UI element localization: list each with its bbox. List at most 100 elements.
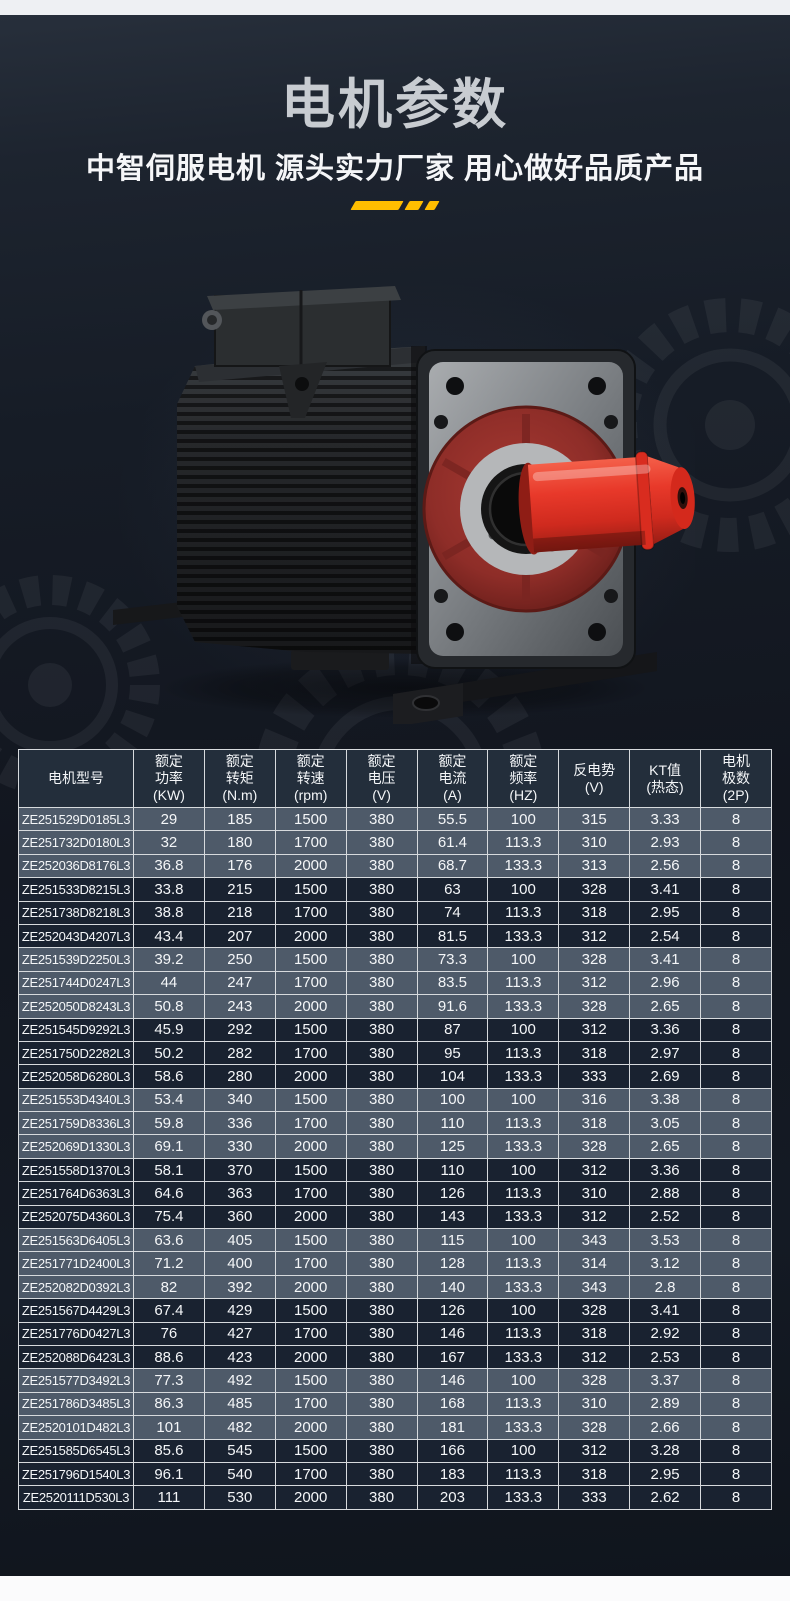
value-cell: 1700 (274, 1251, 347, 1276)
model-cell: ZE251744D0247L3 (18, 970, 134, 996)
model-cell: ZE251776D0427L3 (18, 1321, 134, 1346)
model-cell: ZE252075D4360L3 (18, 1204, 134, 1230)
value-cell: 328 (558, 1298, 631, 1323)
value-cell: 1700 (274, 1040, 347, 1066)
value-cell: 8 (700, 923, 772, 949)
value-cell: 3.37 (629, 1368, 701, 1393)
value-cell: 113.3 (487, 1321, 560, 1346)
value-cell: 2.95 (629, 900, 701, 925)
value-cell: 2.65 (629, 1134, 701, 1159)
value-cell: 380 (345, 877, 418, 902)
value-cell: 73.3 (416, 947, 489, 972)
column-header: 额定 功率 (KW) (133, 749, 205, 808)
value-cell: 83.5 (416, 970, 489, 996)
spec-table-body: ZE251529D0185L3 29 185 1500 380 55.5 100 315 3.3… (18, 806, 772, 1510)
header-row: 电机型号 额定 功率 (KW) 额定 转矩 (N.m) 额定 转速 (rpm) 额定 电压 (V) 额定电… (18, 749, 772, 808)
value-cell: 3.33 (629, 806, 701, 832)
value-cell: 312 (558, 1344, 631, 1370)
value-cell: 100 (487, 1157, 560, 1183)
value-cell: 85.6 (133, 1438, 205, 1463)
value-cell: 380 (345, 1438, 418, 1463)
value-cell: 380 (345, 1274, 418, 1300)
value-cell: 126 (416, 1181, 489, 1206)
value-cell: 8 (700, 1485, 772, 1510)
value-cell: 380 (345, 1461, 418, 1487)
value-cell: 88.6 (133, 1344, 205, 1370)
value-cell: 423 (203, 1344, 276, 1370)
table-row: ZE251732D0180L3 32 180 1700 380 61.4 113.3 310 2… (18, 830, 772, 855)
value-cell: 96.1 (133, 1461, 205, 1487)
column-header: 额定 转矩 (N.m) (203, 749, 276, 808)
value-cell: 380 (345, 806, 418, 832)
value-cell: 76 (133, 1321, 205, 1346)
value-cell: 113.3 (487, 1391, 560, 1417)
value-cell: 143 (416, 1204, 489, 1230)
value-cell: 380 (345, 1040, 418, 1066)
value-cell: 343 (558, 1228, 631, 1253)
value-cell: 380 (345, 1087, 418, 1113)
value-cell: 380 (345, 1064, 418, 1089)
value-cell: 485 (203, 1391, 276, 1417)
model-cell: ZE2520111D530L3 (18, 1485, 134, 1510)
value-cell: 2.96 (629, 970, 701, 996)
column-header: 额定 转速 (rpm) (274, 749, 347, 808)
value-cell: 3.12 (629, 1251, 701, 1276)
value-cell: 316 (558, 1087, 631, 1113)
value-cell: 2000 (274, 1344, 347, 1370)
value-cell: 29 (133, 806, 205, 832)
value-cell: 69.1 (133, 1134, 205, 1159)
value-cell: 77.3 (133, 1368, 205, 1393)
value-cell: 81.5 (416, 923, 489, 949)
value-cell: 8 (700, 1461, 772, 1487)
value-cell: 8 (700, 947, 772, 972)
value-cell: 8 (700, 1017, 772, 1042)
value-cell: 380 (345, 994, 418, 1019)
table-row: ZE251585D6545L3 85.6 545 1500 380 166 100 312 3.… (18, 1438, 772, 1463)
value-cell: 82 (133, 1274, 205, 1300)
value-cell: 8 (700, 1438, 772, 1463)
value-cell: 59.8 (133, 1111, 205, 1136)
value-cell: 328 (558, 947, 631, 972)
value-cell: 3.36 (629, 1017, 701, 1042)
model-cell: ZE252088D6423L3 (18, 1344, 134, 1370)
value-cell: 146 (416, 1368, 489, 1393)
table-row: ZE251786D3485L3 86.3 485 1700 380 168 113.3 310… (18, 1391, 772, 1417)
column-header: KT值 (热态) (629, 749, 701, 808)
value-cell: 8 (700, 1157, 772, 1183)
value-cell: 133.3 (487, 1415, 560, 1440)
value-cell: 313 (558, 853, 631, 879)
value-cell: 215 (203, 877, 276, 902)
value-cell: 545 (203, 1438, 276, 1463)
value-cell: 2.62 (629, 1485, 701, 1510)
value-cell: 380 (345, 1415, 418, 1440)
value-cell: 67.4 (133, 1298, 205, 1323)
value-cell: 427 (203, 1321, 276, 1346)
value-cell: 133.3 (487, 994, 560, 1019)
table-row: ZE252075D4360L3 75.4 360 2000 380 143 133.3 312… (18, 1204, 772, 1230)
model-cell: ZE252036D8176L3 (18, 853, 134, 879)
value-cell: 380 (345, 830, 418, 855)
value-cell: 243 (203, 994, 276, 1019)
value-cell: 8 (700, 1087, 772, 1113)
value-cell: 58.6 (133, 1064, 205, 1089)
value-cell: 86.3 (133, 1391, 205, 1417)
value-cell: 45.9 (133, 1017, 205, 1042)
value-cell: 100 (416, 1087, 489, 1113)
value-cell: 87 (416, 1017, 489, 1042)
value-cell: 8 (700, 1368, 772, 1393)
table-row: ZE251796D1540L3 96.1 540 1700 380 183 113.3 318… (18, 1461, 772, 1487)
value-cell: 380 (345, 1344, 418, 1370)
value-cell: 185 (203, 806, 276, 832)
value-cell: 340 (203, 1087, 276, 1113)
value-cell: 2.54 (629, 923, 701, 949)
value-cell: 380 (345, 1485, 418, 1510)
table-row: ZE252058D6280L3 58.6 280 2000 380 104 133.3 333… (18, 1064, 772, 1089)
model-cell: ZE251738D8218L3 (18, 900, 134, 925)
motor-spec-table: 电机型号 额定 功率 (KW) 额定 转矩 (N.m) 额定 转速 (rpm) 额定 电压 (V) 额定电… (18, 749, 772, 1510)
value-cell: 2000 (274, 1274, 347, 1300)
model-cell: ZE251558D1370L3 (18, 1157, 134, 1183)
value-cell: 482 (203, 1415, 276, 1440)
value-cell: 113.3 (487, 1111, 560, 1136)
value-cell: 3.28 (629, 1438, 701, 1463)
table-row: ZE251750D2282L3 50.2 282 1700 380 95 113.3 318 2… (18, 1040, 772, 1066)
